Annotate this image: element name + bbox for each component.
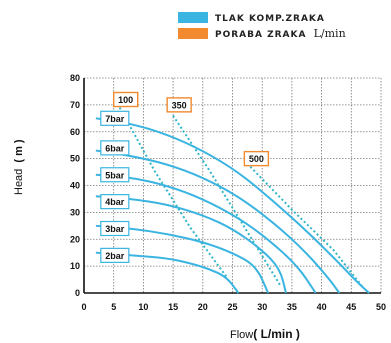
- pressure-label-box-5bar: [100, 167, 130, 183]
- y-tick-label: 70: [70, 100, 80, 110]
- y-axis-title: Head ( m ): [13, 139, 25, 195]
- x-tick-label: 30: [257, 302, 267, 312]
- y-tick-label: 10: [70, 261, 80, 271]
- x-tick-label: 5: [111, 302, 116, 312]
- air-label-100: 100: [118, 95, 133, 105]
- pressure-label-3bar: 3bar: [105, 224, 125, 234]
- air-label-box-100: [112, 91, 139, 108]
- y-tick-label: 50: [70, 154, 80, 164]
- x-tick-label: 0: [81, 302, 86, 312]
- axes: [83, 78, 381, 294]
- series-labels: 2bar 3bar 4bar 5bar 6bar 7bar 100 350 500: [100, 91, 270, 263]
- x-tick-label: 40: [317, 302, 327, 312]
- y-tick-label: 80: [70, 73, 80, 83]
- pressure-label-4bar: 4bar: [105, 197, 125, 207]
- pressure-label-6bar: 6bar: [105, 143, 125, 153]
- air-line-350: [172, 115, 281, 286]
- pressure-label-7bar: 7bar: [105, 114, 125, 124]
- x-tick-labels: 0 5 10 15 20 25 30 35 40 45 50: [81, 302, 386, 312]
- pressure-curve-7bar: [95, 117, 370, 294]
- pressure-label-box-3bar: [100, 220, 130, 237]
- legend-label-pressure: TLAK KOMP.ZRAKA: [215, 14, 325, 24]
- y-tick-label: 0: [75, 288, 80, 298]
- pressure-label-box-7bar: [100, 110, 130, 126]
- pressure-label-2bar: 2bar: [105, 251, 125, 261]
- pressure-label-box-4bar: [100, 194, 130, 210]
- pressure-label-box-2bar: [100, 247, 130, 263]
- y-tick-label: 40: [70, 181, 80, 191]
- x-tick-label: 15: [168, 302, 178, 312]
- x-tick-label: 10: [138, 302, 148, 312]
- y-tick-label: 30: [70, 207, 80, 217]
- air-line-100: [118, 107, 228, 278]
- x-tick-label: 25: [227, 302, 237, 312]
- air-consumption-lines: [118, 107, 364, 289]
- pressure-label-box-6bar: [100, 140, 130, 156]
- y-tick-labels: 0 10 20 30 40 50 60 70 80: [70, 73, 80, 298]
- x-tick-label: 50: [376, 302, 386, 312]
- x-axis-title: Flow( L/min ): [230, 327, 300, 341]
- air-label-box-350: [166, 97, 192, 113]
- pressure-label-5bar: 5bar: [105, 170, 125, 180]
- y-tick-label: 20: [70, 234, 80, 244]
- legend-swatch-air: [178, 28, 208, 39]
- x-tick-label: 35: [287, 302, 297, 312]
- x-tick-label: 45: [346, 302, 356, 312]
- y-tick-label: 60: [70, 127, 80, 137]
- air-label-box-500: [243, 150, 270, 167]
- legend-label-air: PORABA ZRAKA L/min: [215, 27, 346, 40]
- x-tick-label: 20: [198, 302, 208, 312]
- air-label-500: 500: [249, 154, 264, 164]
- air-label-350: 350: [172, 100, 187, 110]
- legend: TLAK KOMP.ZRAKA PORABA ZRAKA L/min: [178, 12, 346, 40]
- legend-swatch-pressure: [178, 12, 208, 23]
